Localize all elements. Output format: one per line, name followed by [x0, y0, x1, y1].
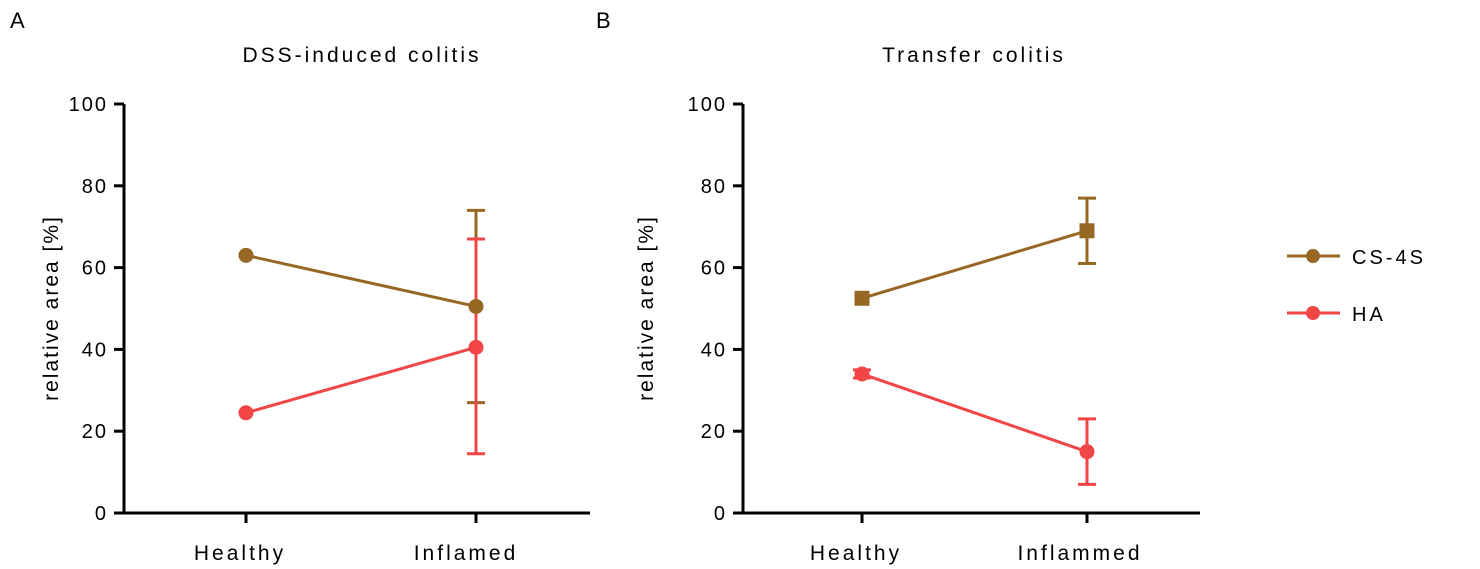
y-tick-label: 60 [701, 258, 727, 280]
panel-letter-a: A [10, 8, 25, 33]
y-tick-label: 80 [701, 176, 727, 198]
y-axis-label: relative area [%] [635, 215, 658, 401]
x-tick-label: Inflammed [1017, 542, 1142, 565]
chart-panel-transfer: Transfer colitis relative area [%] 0 20 40… [635, 44, 1200, 565]
data-point [854, 290, 870, 306]
series-line [245, 253, 477, 308]
y-tick-label: 20 [82, 421, 108, 443]
series-lines [861, 229, 1088, 454]
data-point [854, 366, 870, 382]
legend: CS-4S HA [1287, 247, 1426, 326]
y-tick-label: 100 [688, 94, 727, 116]
series-markers [854, 223, 1095, 460]
data-point [238, 247, 254, 263]
series-line [861, 372, 1088, 454]
y-tick-label: 80 [82, 176, 108, 198]
y-tick-label: 0 [95, 503, 108, 525]
x-tick-label: Inflamed [414, 542, 519, 565]
error-bars [467, 208, 485, 456]
chart-panel-dss: DSS-induced colitis relative area [%] 0 2… [40, 44, 590, 565]
data-point [468, 298, 484, 314]
y-tick-label: 0 [714, 503, 727, 525]
legend-marker [1306, 306, 1320, 320]
chart-title: Transfer colitis [882, 44, 1066, 67]
y-tick-label: 20 [701, 421, 727, 443]
data-point [1079, 223, 1095, 239]
data-point [468, 339, 484, 355]
y-tick-label: 60 [82, 258, 108, 280]
y-tick-label: 40 [701, 339, 727, 361]
series-lines [245, 253, 477, 415]
x-tick-label: Healthy [194, 542, 286, 565]
y-ticks: 0 20 40 60 80 100 [688, 94, 743, 525]
panel-letter-b: B [596, 8, 611, 33]
x-ticks: Healthy Inflammed [810, 513, 1142, 565]
legend-item-ha: HA [1287, 304, 1386, 326]
y-ticks: 0 20 40 60 80 100 [69, 94, 124, 525]
y-axis-label: relative area [%] [40, 215, 63, 401]
legend-marker [1306, 249, 1320, 263]
x-tick-label: Healthy [810, 542, 902, 565]
legend-item-cs4s: CS-4S [1287, 247, 1426, 269]
data-point [238, 405, 254, 421]
series-line [245, 345, 477, 415]
legend-label: CS-4S [1352, 247, 1426, 269]
chart-title: DSS-induced colitis [242, 44, 481, 67]
series-line [861, 229, 1088, 300]
x-ticks: Healthy Inflamed [194, 513, 519, 565]
data-point [1079, 444, 1095, 460]
y-tick-label: 100 [69, 94, 108, 116]
series-markers [238, 247, 484, 421]
y-tick-label: 40 [82, 339, 108, 361]
legend-label: HA [1352, 304, 1386, 326]
